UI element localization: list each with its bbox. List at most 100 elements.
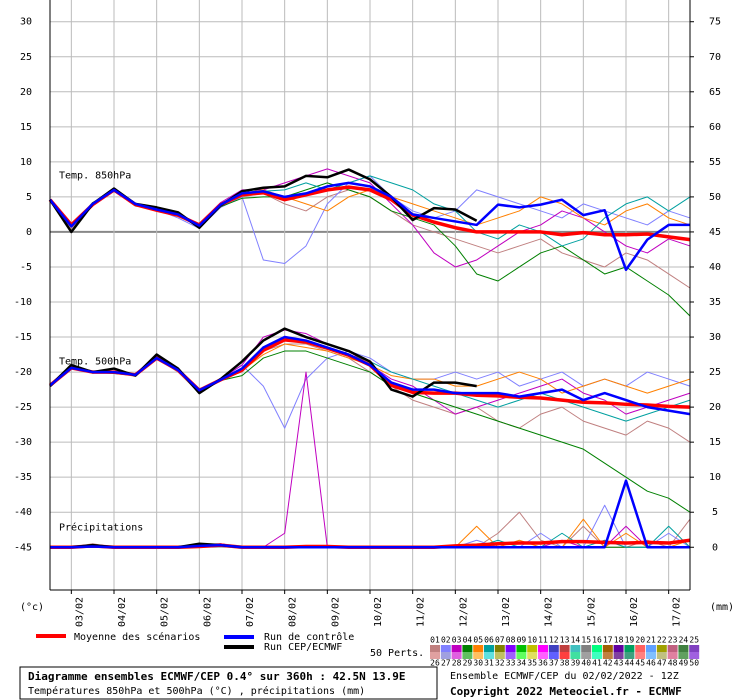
- member-label: 01: [430, 636, 440, 645]
- y2-tick-label: 35: [709, 297, 721, 308]
- legend-swatch: [462, 652, 473, 659]
- member-label: 40: [581, 659, 591, 668]
- x-tick-label: 06/02: [202, 597, 213, 627]
- legend-swatch: [570, 645, 581, 652]
- y2-tick-label: 55: [709, 157, 721, 168]
- y-tick-label: -35: [14, 472, 32, 483]
- member-label: 45: [635, 659, 645, 668]
- member-label: 02: [441, 636, 451, 645]
- y-tick-label: -45: [14, 542, 32, 553]
- member-label: 48: [668, 659, 678, 668]
- legend-swatch: [484, 652, 494, 659]
- member-label: 27: [441, 659, 451, 668]
- y-tick-label: 25: [20, 52, 32, 63]
- member-label: 18: [614, 636, 624, 645]
- y2-tick-label: 10: [709, 472, 721, 483]
- legend-swatch: [689, 652, 700, 659]
- run-info: Ensemble ECMWF/CEP du 02/02/2022 - 12Z: [450, 671, 679, 682]
- y2-tick-label: 20: [709, 402, 721, 413]
- y2-tick-label: 70: [709, 52, 721, 63]
- member-label: 14: [571, 636, 581, 645]
- legend-swatch: [592, 645, 602, 652]
- member-label: 42: [603, 659, 613, 668]
- legend-swatch: [559, 652, 570, 659]
- x-tick-label: 11/02: [416, 597, 427, 627]
- legend-swatch: [602, 652, 613, 659]
- member-label: 08: [506, 636, 516, 645]
- legend-swatch: [440, 645, 451, 652]
- member-label: 33: [506, 659, 516, 668]
- member-label: 34: [517, 659, 527, 668]
- member-label: 09: [517, 636, 527, 645]
- member-label: 29: [463, 659, 473, 668]
- copyright: Copyright 2022 Meteociel.fr - ECMWF: [450, 685, 682, 698]
- legend-swatch: [527, 645, 538, 652]
- legend-label: Moyenne des scénarios: [74, 631, 200, 643]
- box-subtitle: Températures 850hPa et 500hPa (°C) , pré…: [28, 685, 365, 697]
- x-tick-label: 09/02: [330, 597, 341, 627]
- legend-swatch: [602, 645, 613, 652]
- y2-tick-label: 75: [709, 17, 721, 28]
- member-label: 47: [657, 659, 667, 668]
- member-label: 36: [538, 659, 548, 668]
- legend-swatch: [689, 645, 700, 652]
- member-label: 37: [549, 659, 559, 668]
- y2-tick-label: 45: [709, 227, 721, 238]
- member-label: 38: [560, 659, 570, 668]
- member-label: 30: [473, 659, 483, 668]
- legend-swatch: [559, 645, 570, 652]
- member-label: 16: [592, 636, 602, 645]
- member-label: 22: [657, 636, 667, 645]
- legend-swatch: [613, 645, 624, 652]
- legend-swatch: [494, 645, 505, 652]
- member-label: 03: [452, 636, 462, 645]
- legend-swatch: [548, 645, 559, 652]
- legend-swatch: [581, 645, 592, 652]
- member-label: 25: [689, 636, 699, 645]
- member-label: 21: [646, 636, 656, 645]
- member-label: 17: [603, 636, 613, 645]
- y-axis-unit: (°c): [20, 602, 44, 613]
- legend-swatch: [473, 645, 484, 652]
- y-tick-label: 30: [20, 17, 32, 28]
- x-tick-label: 12/02: [458, 597, 469, 627]
- legend-swatch: [570, 652, 581, 659]
- y-tick-label: -40: [14, 507, 32, 518]
- series-line: [49, 327, 477, 398]
- legend-swatch: [581, 652, 592, 659]
- panel-label: Précipitations: [59, 521, 143, 533]
- y2-tick-label: 60: [709, 122, 721, 133]
- member-label: 46: [646, 659, 656, 668]
- member-label: 20: [635, 636, 645, 645]
- legend-swatch: [494, 652, 505, 659]
- legend-swatch: [646, 645, 656, 652]
- legend-swatch: [527, 652, 538, 659]
- panel-label: Temp. 850hPa: [59, 171, 131, 182]
- member-label: 43: [614, 659, 624, 668]
- series-line: [49, 335, 691, 416]
- box-title: Diagramme ensembles ECMWF/CEP 0.4° sur 3…: [28, 670, 406, 683]
- y2-tick-label: 40: [709, 262, 721, 273]
- plot-area: [48, 0, 691, 590]
- member-label: 31: [484, 659, 494, 668]
- legend-swatch: [624, 645, 635, 652]
- y-tick-label: 0: [26, 227, 32, 238]
- x-tick-label: 14/02: [544, 597, 555, 627]
- y-tick-label: 15: [20, 122, 32, 133]
- y2-tick-label: 25: [709, 367, 721, 378]
- legend-swatch: [678, 652, 689, 659]
- y-tick-label: 5: [26, 192, 32, 203]
- legend-swatch: [538, 652, 548, 659]
- legend-swatch: [624, 652, 635, 659]
- panel-label: Temp. 500hPa: [59, 356, 131, 367]
- legend-swatch: [430, 652, 440, 659]
- member-label: 07: [495, 636, 505, 645]
- x-tick-label: 15/02: [586, 597, 597, 627]
- legend-swatch: [667, 652, 678, 659]
- member-label: 13: [560, 636, 570, 645]
- member-label: 49: [679, 659, 689, 668]
- legend-swatch: [451, 652, 462, 659]
- series-line: [50, 479, 690, 549]
- member-label: 15: [581, 636, 591, 645]
